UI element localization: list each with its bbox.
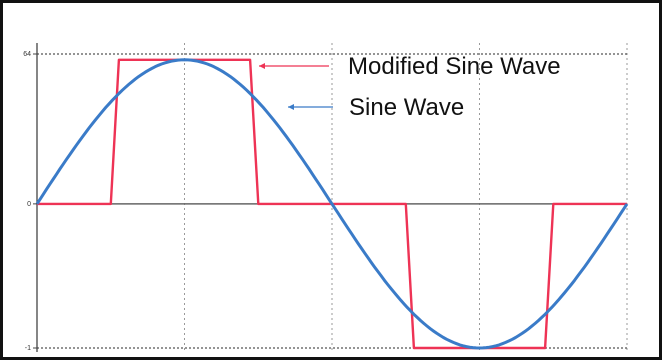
tick-layer: 64 0 -1 — [23, 51, 37, 352]
series-layer — [35, 58, 629, 350]
legend-label: Sine Wave — [349, 94, 464, 121]
legend-arrow-icon — [288, 104, 294, 110]
y-tick-label: 0 — [27, 201, 31, 208]
y-tick-label: -1 — [25, 345, 31, 352]
legend: Modified Sine Wave Sine Wave — [259, 53, 561, 121]
chart-plot: 64 0 -1 Modified Sine Wave Sine Wave — [23, 43, 629, 352]
y-tick-label: 64 — [23, 51, 31, 58]
legend-arrow-icon — [259, 63, 265, 69]
series-line-sine-wave — [35, 58, 629, 350]
legend-label: Modified Sine Wave — [348, 53, 561, 80]
grid-layer — [37, 43, 628, 352]
